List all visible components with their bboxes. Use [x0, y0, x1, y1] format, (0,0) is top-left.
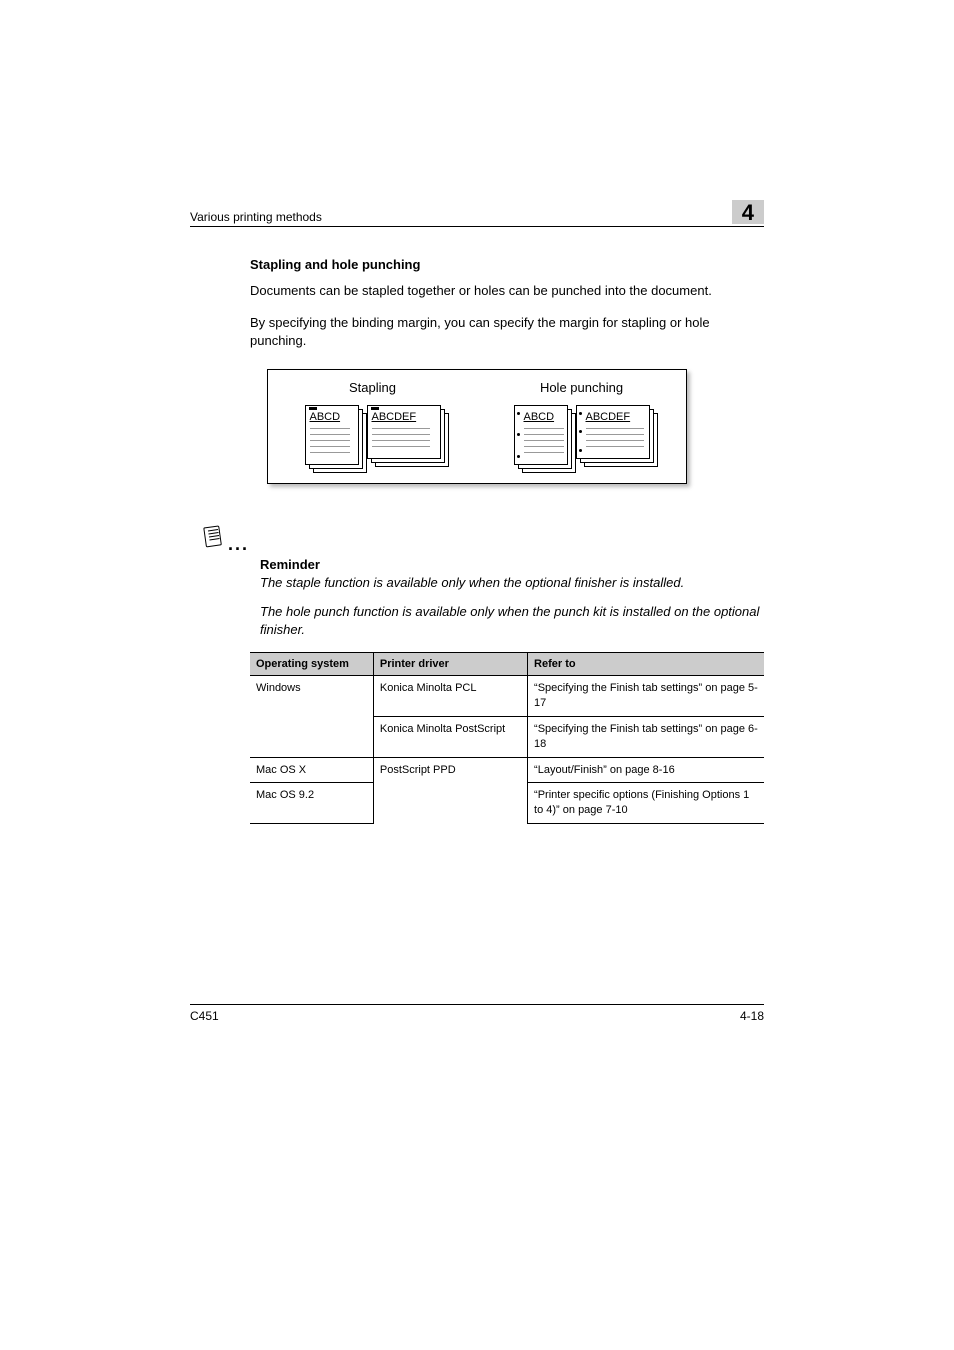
- sheet-label: ABCD: [310, 411, 354, 423]
- staple-icon: [371, 407, 379, 410]
- stapled-landscape-stack: ABCDEF: [367, 405, 441, 459]
- table-cell: Mac OS X: [250, 757, 373, 783]
- note-dots: ...: [228, 534, 249, 554]
- diagram-holepunch-col: ABCD ABCDEF: [477, 399, 686, 465]
- reminder-note: ... Reminder The staple function is avai…: [200, 524, 764, 639]
- footer-model: C451: [190, 1009, 219, 1023]
- table-cell: Konica Minolta PCL: [373, 676, 527, 717]
- holed-landscape-stack: ABCDEF: [576, 405, 650, 459]
- table-cell: Konica Minolta PostScript: [373, 716, 527, 757]
- diagram-stapling-col: ABCD ABCDEF: [268, 399, 477, 465]
- table-cell: Windows: [250, 676, 373, 717]
- chapter-number: 4: [732, 200, 764, 224]
- body-paragraph: By specifying the binding margin, you ca…: [250, 314, 764, 350]
- diagram-col-title: Stapling: [268, 370, 477, 399]
- note-heading: Reminder: [260, 557, 764, 572]
- table-row: Windows Konica Minolta PCL “Specifying t…: [250, 676, 764, 717]
- footer-page: 4-18: [740, 1009, 764, 1023]
- table-row: Mac OS X PostScript PPD “Layout/Finish” …: [250, 757, 764, 783]
- note-icon: [200, 524, 226, 555]
- stapled-portrait-stack: ABCD: [305, 405, 359, 465]
- page-footer: C451 4-18: [190, 1004, 764, 1023]
- table-header: Operating system: [250, 653, 373, 676]
- holes-icon: [579, 412, 583, 452]
- table-row: Konica Minolta PostScript “Specifying th…: [250, 716, 764, 757]
- table-header: Refer to: [528, 653, 764, 676]
- table-cell: Mac OS 9.2: [250, 783, 373, 824]
- note-text: The hole punch function is available onl…: [260, 603, 764, 638]
- diagram-col-title: Hole punching: [477, 370, 686, 399]
- table-header: Printer driver: [373, 653, 527, 676]
- table-cell: “Specifying the Finish tab settings” on …: [528, 676, 764, 717]
- page-header: Various printing methods 4: [190, 200, 764, 227]
- sheet-label: ABCDEF: [586, 411, 645, 423]
- sheet-label: ABCD: [524, 411, 563, 423]
- table-cell: PostScript PPD: [373, 757, 527, 824]
- diagram: Stapling Hole punching ABCD: [250, 369, 704, 484]
- holed-portrait-stack: ABCD: [514, 405, 568, 465]
- table-cell: “Printer specific options (Finishing Opt…: [528, 783, 764, 824]
- table-cell: “Layout/Finish” on page 8-16: [528, 757, 764, 783]
- staple-icon: [309, 407, 317, 410]
- body-paragraph: Documents can be stapled together or hol…: [250, 282, 764, 300]
- sheet-label: ABCDEF: [372, 411, 436, 423]
- holes-icon: [517, 412, 521, 458]
- note-text: The staple function is available only wh…: [260, 574, 764, 592]
- breadcrumb: Various printing methods: [190, 210, 322, 224]
- table-cell: [250, 716, 373, 757]
- section-title: Stapling and hole punching: [250, 257, 764, 272]
- reference-table: Operating system Printer driver Refer to…: [250, 652, 764, 824]
- table-cell: “Specifying the Finish tab settings” on …: [528, 716, 764, 757]
